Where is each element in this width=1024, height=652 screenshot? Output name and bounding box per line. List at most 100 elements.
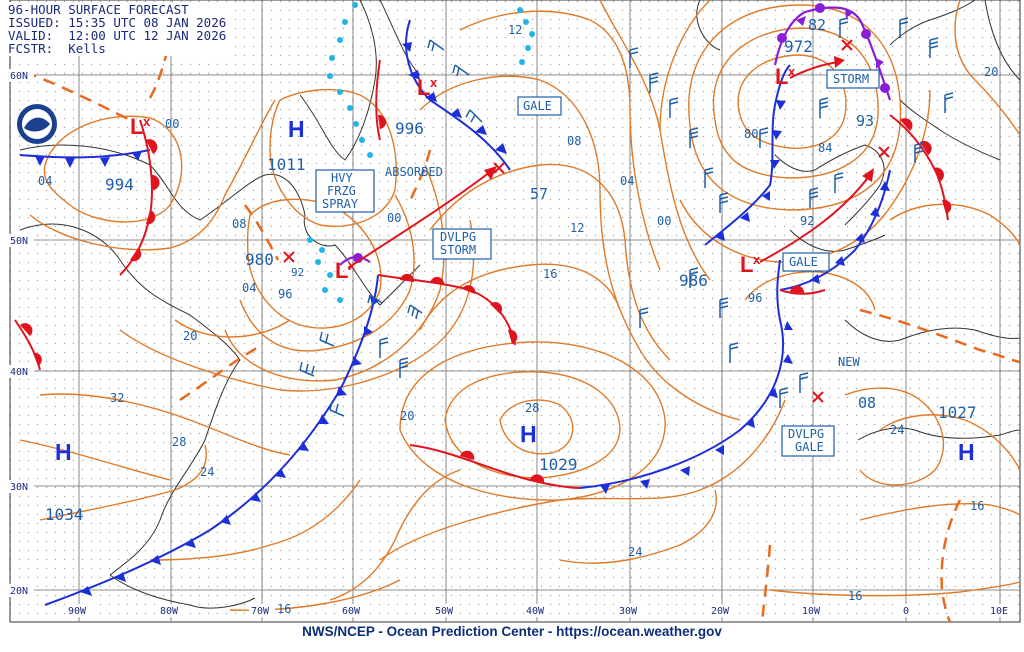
svg-text:40W: 40W xyxy=(526,606,545,617)
svg-text:24: 24 xyxy=(628,545,642,559)
svg-text:40N: 40N xyxy=(10,367,28,378)
header-forecaster: FCSTR: Kells xyxy=(8,41,106,56)
svg-text:30W: 30W xyxy=(619,606,638,617)
warning-storm-2: STORM xyxy=(833,72,869,86)
isobar-label-82: 82 xyxy=(808,16,826,34)
pressure-1011: 1011 xyxy=(267,155,306,174)
pressure-980: 980 xyxy=(245,250,274,269)
coastlines xyxy=(19,0,1021,609)
warning-boxes: GALE ABSORBED HVY FRZG SPRAY DVLPG STORM… xyxy=(315,69,880,457)
svg-text:H: H xyxy=(958,439,975,465)
pressure-972: 972 xyxy=(784,37,813,56)
svg-text:70W: 70W xyxy=(251,606,270,617)
footer-credit: NWS/NCEP - Ocean Prediction Center - htt… xyxy=(302,624,722,639)
isobars xyxy=(19,0,1021,611)
isobar-label-93: 93 xyxy=(856,112,874,130)
warning-dvlpg-2: DVLPG xyxy=(788,427,824,441)
svg-text:x: x xyxy=(753,252,761,267)
svg-text:20N: 20N xyxy=(10,586,28,597)
warning-storm-1: STORM xyxy=(440,243,476,257)
pressure-994: 994 xyxy=(105,175,134,194)
svg-text:10E: 10E xyxy=(990,606,1008,617)
warning-dvlpg-1: DVLPG xyxy=(440,230,476,244)
svg-text:28: 28 xyxy=(525,401,539,415)
forecast-header: 96-HOUR SURFACE FORECAST ISSUED: 15:35 UT… xyxy=(4,2,231,56)
warning-new: NEW xyxy=(838,355,860,369)
svg-text:96: 96 xyxy=(748,291,762,305)
warning-hvy: HVY xyxy=(331,171,353,185)
svg-text:L: L xyxy=(130,114,143,139)
graticule xyxy=(10,0,1020,622)
svg-text:28: 28 xyxy=(172,435,186,449)
svg-text:L: L xyxy=(417,75,430,100)
svg-text:04: 04 xyxy=(242,281,256,295)
svg-text:60N: 60N xyxy=(10,71,28,82)
warning-spray: SPRAY xyxy=(322,197,359,211)
svg-text:84: 84 xyxy=(818,141,832,155)
pressure-986: 986 xyxy=(679,271,708,290)
svg-text:30N: 30N xyxy=(10,482,28,493)
svg-text:L: L xyxy=(335,258,348,283)
ice-edge-dots xyxy=(307,2,535,303)
occluded-front-symbols xyxy=(353,3,890,263)
cold-front-barbs xyxy=(35,42,890,596)
svg-text:16: 16 xyxy=(543,267,557,281)
svg-text:00: 00 xyxy=(657,214,671,228)
svg-text:20W: 20W xyxy=(711,606,730,617)
svg-text:92: 92 xyxy=(291,266,304,279)
svg-text:24: 24 xyxy=(200,465,214,479)
pressure-1029: 1029 xyxy=(539,455,578,474)
header-valid: VALID: 12:00 UTC 12 JAN 2026 xyxy=(8,28,227,43)
svg-text:10W: 10W xyxy=(802,606,821,617)
svg-text:92: 92 xyxy=(800,214,814,228)
svg-text:16: 16 xyxy=(277,602,291,616)
svg-text:08: 08 xyxy=(567,134,581,148)
svg-text:20: 20 xyxy=(183,329,197,343)
svg-text:H: H xyxy=(288,116,305,142)
header-title: 96-HOUR SURFACE FORECAST xyxy=(8,2,189,17)
svg-text:80W: 80W xyxy=(160,606,179,617)
storm-tracks xyxy=(347,61,871,269)
high-symbol-group: H H H H xyxy=(55,116,975,465)
svg-text:32: 32 xyxy=(110,391,124,405)
svg-text:90W: 90W xyxy=(68,606,87,617)
isobar-label-57: 57 xyxy=(530,185,548,203)
svg-text:20: 20 xyxy=(400,409,414,423)
pressure-1034: 1034 xyxy=(45,505,84,524)
svg-text:L: L xyxy=(775,64,788,89)
svg-text:16: 16 xyxy=(970,499,984,513)
svg-text:50N: 50N xyxy=(10,236,28,247)
warm-front-semicircles xyxy=(20,114,952,483)
svg-text:0: 0 xyxy=(903,606,909,617)
svg-text:00: 00 xyxy=(165,117,179,131)
isobar-labels: 12 00 04 08 04 00 20 32 28 24 16 57 12 1… xyxy=(38,16,998,616)
warning-gale-2: GALE xyxy=(789,255,818,269)
pressure-values: 1011 994 980 996 972 986 1029 1034 1027 xyxy=(45,37,977,524)
svg-text:12: 12 xyxy=(508,23,522,37)
svg-text:08: 08 xyxy=(232,217,246,231)
grid-labels: 60N 50N 40N 30N 20N 90W 80W 70W 60W 50W … xyxy=(8,69,1014,617)
svg-text:24: 24 xyxy=(890,423,904,437)
storm-track-heads xyxy=(484,56,874,182)
wind-barbs xyxy=(299,17,954,417)
svg-text:16: 16 xyxy=(848,589,862,603)
future-position-markers xyxy=(283,39,890,403)
warning-gale-3: GALE xyxy=(795,440,824,454)
svg-text:x: x xyxy=(788,64,796,79)
warning-frzg: FRZG xyxy=(327,184,356,198)
svg-text:04: 04 xyxy=(38,174,52,188)
noaa-logo xyxy=(17,104,57,144)
pressure-996: 996 xyxy=(395,119,424,138)
isobar-label-08: 08 xyxy=(858,394,876,412)
svg-text:50W: 50W xyxy=(435,606,454,617)
svg-text:80: 80 xyxy=(744,127,758,141)
warning-gale-1: GALE xyxy=(523,99,552,113)
svg-text:12: 12 xyxy=(570,221,584,235)
svg-text:60W: 60W xyxy=(342,606,361,617)
pressure-1027: 1027 xyxy=(938,403,977,422)
map-frame xyxy=(9,0,1021,623)
svg-text:96: 96 xyxy=(278,287,292,301)
svg-text:x: x xyxy=(348,258,356,273)
